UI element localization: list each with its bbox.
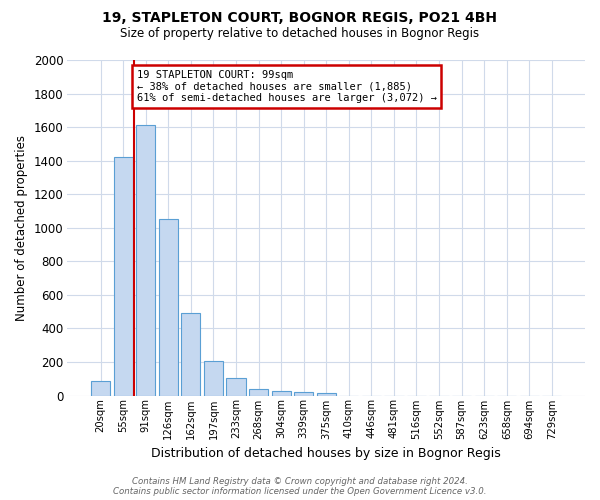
Text: Contains HM Land Registry data © Crown copyright and database right 2024.
Contai: Contains HM Land Registry data © Crown c… <box>113 476 487 496</box>
Text: 19, STAPLETON COURT, BOGNOR REGIS, PO21 4BH: 19, STAPLETON COURT, BOGNOR REGIS, PO21 … <box>103 12 497 26</box>
Bar <box>226 378 245 396</box>
Bar <box>181 314 200 396</box>
Bar <box>249 389 268 396</box>
X-axis label: Distribution of detached houses by size in Bognor Regis: Distribution of detached houses by size … <box>151 447 501 460</box>
Bar <box>294 392 313 396</box>
Text: 19 STAPLETON COURT: 99sqm
← 38% of detached houses are smaller (1,885)
61% of se: 19 STAPLETON COURT: 99sqm ← 38% of detac… <box>137 70 437 103</box>
Bar <box>204 361 223 396</box>
Bar <box>317 393 336 396</box>
Bar <box>91 382 110 396</box>
Bar <box>113 158 133 396</box>
Bar <box>158 220 178 396</box>
Bar <box>136 126 155 396</box>
Text: Size of property relative to detached houses in Bognor Regis: Size of property relative to detached ho… <box>121 28 479 40</box>
Bar <box>272 391 290 396</box>
Y-axis label: Number of detached properties: Number of detached properties <box>15 135 28 321</box>
